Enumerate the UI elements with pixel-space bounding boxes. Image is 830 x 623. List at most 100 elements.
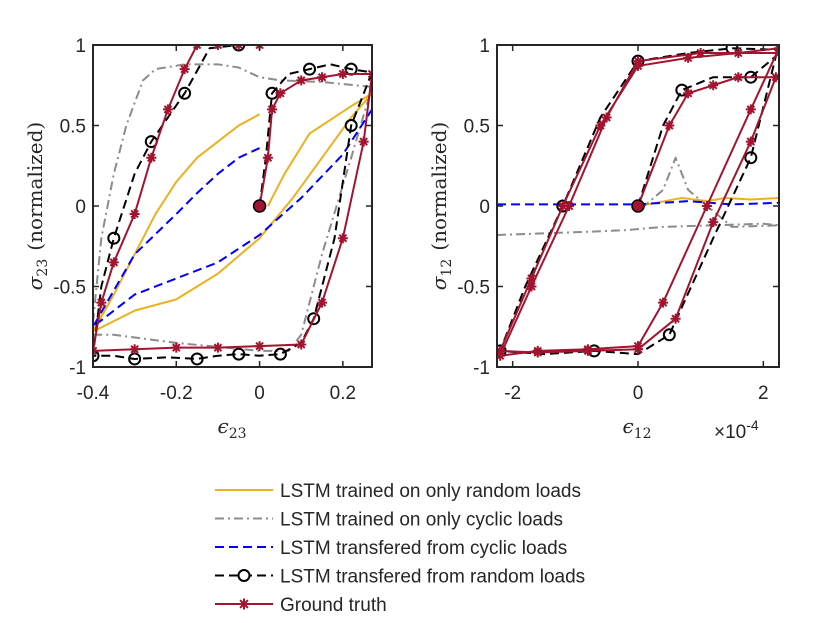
x-tick-label: -0.4: [77, 383, 110, 404]
star-marker: [601, 112, 612, 123]
star-marker: [497, 350, 506, 361]
y-tick-label: -1: [473, 358, 490, 379]
star-marker: [745, 104, 756, 115]
left-x-axis-label: ϵ23: [217, 414, 246, 442]
star-marker: [212, 342, 223, 353]
star-marker: [129, 209, 140, 220]
series-line: [497, 200, 779, 206]
start-point-marker: [252, 199, 267, 213]
star-marker: [96, 297, 107, 308]
circle-marker: [190, 352, 204, 366]
right-chart-panel: -2 0 2 -1 -0.5 0 0.5 1 ϵ12 ×10-4 σ12(normalized…: [427, 36, 780, 443]
star-marker: [108, 257, 119, 268]
series-1: [497, 156, 779, 236]
legend-label: LSTM trained on only cyclic loads: [280, 510, 563, 531]
left-chart-panel: -0.4 -0.2 0 0.2 -1 -0.5 0 0.5 1 ϵ23 σ23(normaliz…: [23, 36, 373, 442]
x-tick-label: -2: [504, 383, 521, 404]
right-y-axis-label: σ12(normalized): [427, 122, 455, 290]
star-marker: [317, 297, 328, 308]
series-line: [93, 92, 372, 333]
y-tick-label: 1: [75, 36, 86, 57]
series-line: [93, 63, 372, 352]
star-marker: [262, 152, 273, 163]
star-marker: [633, 341, 643, 352]
star-marker: [526, 273, 537, 284]
star-marker: [658, 297, 669, 308]
legend: LSTM trained on only random loads LSTM tr…: [215, 481, 585, 616]
circle-marker: [273, 347, 287, 361]
star-marker: [162, 104, 173, 115]
star-marker: [358, 136, 369, 147]
y-tick-label: -1: [69, 358, 86, 379]
star-marker: [582, 344, 593, 355]
star-marker: [146, 152, 157, 163]
star-marker: [171, 342, 182, 353]
star-marker: [267, 104, 278, 115]
star-marker: [296, 339, 307, 350]
y-tick-label: -0.5: [457, 278, 490, 299]
x-tick-label: -0.2: [160, 383, 193, 404]
series-2: [497, 200, 779, 206]
legend-label: LSTM transfered from cyclic loads: [280, 538, 567, 559]
right-ticks: -2 0 2 -1 -0.5 0 0.5 1: [457, 36, 779, 404]
circle-marker: [232, 45, 246, 52]
star-marker: [179, 64, 190, 75]
legend-label: LSTM transfered from random loads: [280, 567, 585, 588]
start-point-marker: [631, 199, 645, 213]
star-marker: [337, 233, 348, 244]
circle-marker: [344, 119, 358, 132]
star-marker: [701, 201, 712, 211]
star-marker: [129, 344, 140, 355]
right-plot-area: [497, 45, 779, 361]
star-marker: [733, 48, 744, 59]
circle-marker: [307, 312, 321, 326]
circle-marker: [107, 231, 121, 245]
star-marker: [275, 88, 286, 99]
circle-marker: [178, 86, 192, 100]
legend-entry: LSTM trained on only cyclic loads: [215, 510, 563, 531]
star-marker: [526, 281, 537, 292]
star-marker: [770, 72, 779, 83]
series-3: [93, 45, 372, 366]
star-marker: [683, 52, 694, 63]
star-marker: [708, 80, 719, 91]
legend-entry: Ground truth: [215, 595, 387, 616]
star-marker: [745, 136, 756, 147]
left-axes-box: [92, 44, 373, 368]
star-marker: [254, 341, 265, 352]
star-marker: [296, 75, 307, 86]
right-x-exponent: ×10-4: [714, 417, 759, 443]
legend-label: LSTM trained on only random loads: [280, 481, 581, 502]
star-marker: [317, 72, 328, 83]
legend-label: Ground truth: [280, 595, 387, 616]
y-tick-label: 0.5: [464, 117, 490, 138]
legend-circle-marker: [237, 569, 251, 582]
star-marker: [564, 201, 575, 211]
right-x-axis-label: ϵ12: [622, 414, 651, 442]
legend-entry: LSTM transfered from cyclic loads: [215, 538, 567, 559]
legend-entry: LSTM transfered from random loads: [215, 567, 585, 588]
series-4: [497, 45, 779, 361]
series-line: [93, 45, 372, 360]
star-marker: [708, 217, 719, 228]
star-marker: [670, 313, 681, 324]
series-4: [93, 45, 372, 356]
star-marker: [532, 345, 543, 356]
y-tick-label: 1: [479, 36, 490, 57]
series-line: [93, 45, 372, 352]
star-marker: [337, 68, 348, 79]
series-0: [93, 92, 372, 333]
circle-marker: [303, 62, 317, 76]
series-line: [93, 108, 372, 328]
y-tick-label: 0: [479, 197, 490, 218]
circle-marker: [232, 347, 246, 361]
x-tick-label: 0: [254, 383, 265, 404]
star-marker: [695, 48, 706, 59]
x-tick-label: 2: [758, 383, 769, 404]
star-marker: [557, 201, 568, 211]
left-plot-area: [93, 45, 372, 366]
star-marker: [733, 72, 744, 83]
x-tick-label: 0: [633, 383, 644, 404]
circle-marker: [662, 328, 676, 342]
